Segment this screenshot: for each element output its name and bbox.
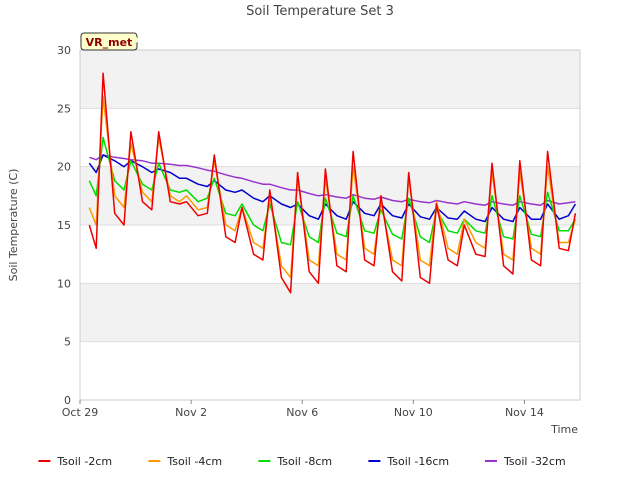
y-tick-label: 5 — [64, 336, 71, 349]
series-line-tsoil-16cm — [88, 154, 577, 223]
background-band — [80, 283, 580, 342]
y-tick-label: 15 — [57, 219, 71, 232]
x-tick-label: Nov 2 — [175, 406, 207, 419]
legend-item: Tsoil -16cm — [368, 455, 449, 468]
legend: Tsoil -2cm Tsoil -4cm Tsoil -8cm Tsoil -16c… — [38, 455, 566, 468]
legend-item: Tsoil -8cm — [258, 455, 332, 468]
legend-label: Tsoil -4cm — [166, 455, 222, 468]
x-tick-label: Nov 10 — [394, 406, 433, 419]
y-tick-label: 25 — [57, 102, 71, 115]
chart-title: Soil Temperature Set 3 — [246, 4, 394, 19]
legend-item: Tsoil -4cm — [148, 455, 222, 468]
legend-label: Tsoil -32cm — [503, 455, 566, 468]
y-tick-label: 10 — [57, 277, 71, 290]
y-axis-label: Soil Temperature (C) — [7, 169, 20, 282]
y-tick-label: 0 — [64, 394, 71, 407]
legend-label: Tsoil -16cm — [386, 455, 449, 468]
legend-label: Tsoil -8cm — [276, 455, 332, 468]
background-band — [80, 50, 580, 109]
y-axis-ticks: 0 5 10 15 20 25 30 — [57, 44, 71, 407]
legend-item: Tsoil -32cm — [485, 455, 566, 468]
station-badge-label: VR_met — [86, 36, 133, 49]
plot-frame — [79, 49, 581, 401]
x-tick-label: Nov 14 — [505, 406, 544, 419]
x-axis-label: Time — [550, 423, 578, 436]
x-tick-label: Nov 6 — [286, 406, 318, 419]
station-badge: VR_met — [80, 32, 139, 51]
y-tick-label: 20 — [57, 161, 71, 174]
series-lines — [88, 72, 577, 294]
series-line-tsoil-2cm — [88, 72, 577, 294]
y-tick-label: 30 — [57, 44, 71, 57]
x-axis-ticks: Oct 29 Nov 2 Nov 6 Nov 10 Nov 14 — [62, 400, 544, 419]
station-badge-tip — [133, 33, 139, 47]
x-tick-label: Oct 29 — [62, 406, 99, 419]
legend-label: Tsoil -2cm — [56, 455, 112, 468]
legend-item: Tsoil -2cm — [38, 455, 112, 468]
